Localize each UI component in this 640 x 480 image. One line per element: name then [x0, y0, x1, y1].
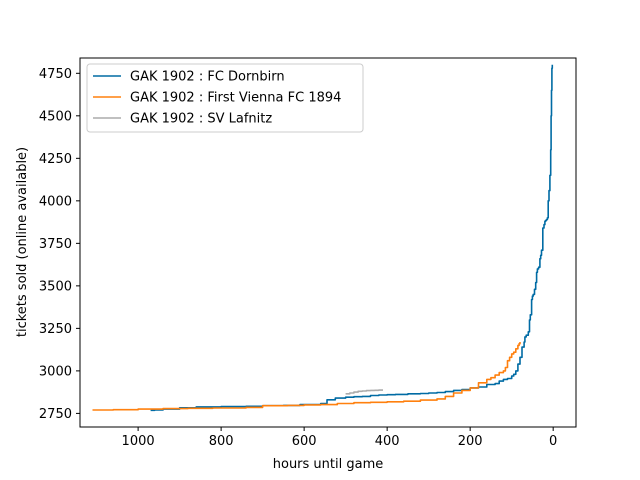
x-tick-label: 200 — [458, 434, 483, 449]
y-tick-label: 3250 — [39, 322, 72, 337]
x-tick-label: 400 — [375, 434, 400, 449]
x-tick-label: 600 — [292, 434, 317, 449]
y-tick-label: 3000 — [39, 364, 72, 379]
legend-label: GAK 1902 : First Vienna FC 1894 — [130, 91, 341, 106]
x-axis-label: hours until game — [273, 457, 384, 472]
y-tick-label: 3750 — [39, 237, 72, 252]
x-tick-label: 800 — [209, 434, 234, 449]
y-tick-label: 4500 — [39, 109, 72, 124]
y-tick-label: 2750 — [39, 407, 72, 422]
legend-box — [86, 63, 364, 133]
x-tick-label: 1000 — [122, 434, 155, 449]
legend-label: GAK 1902 : SV Lafnitz — [130, 112, 272, 127]
series-line-2 — [92, 342, 521, 411]
y-tick-label: 4000 — [39, 194, 72, 209]
y-axis-label: tickets sold (online available) — [15, 147, 30, 337]
ticks-layer: 1000 800 600 400 200 0 2750 3000 3250 3500 3750 400… — [39, 67, 557, 449]
series-layer — [92, 64, 554, 412]
legend-label: GAK 1902 : FC Dornbirn — [130, 70, 285, 85]
series-line-1 — [150, 64, 554, 412]
y-tick-label: 4750 — [39, 67, 72, 82]
legend: GAK 1902 : FC Dornbirn GAK 1902 : First V… — [86, 63, 364, 133]
y-tick-label: 3500 — [39, 279, 72, 294]
series-line-3 — [345, 389, 383, 395]
x-tick-label: 0 — [549, 434, 557, 449]
y-tick-label: 4250 — [39, 152, 72, 167]
axes-frame — [79, 57, 577, 428]
